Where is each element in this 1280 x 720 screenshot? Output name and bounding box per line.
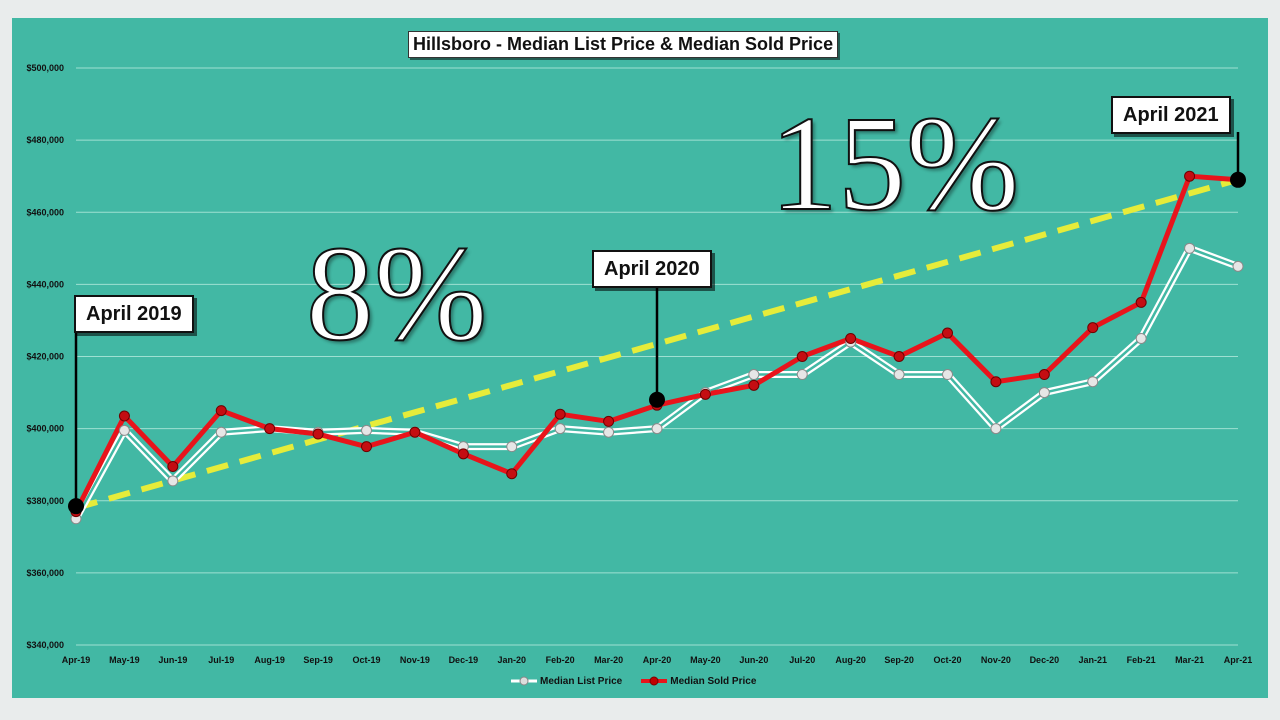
chart-legend: Median List Price Median Sold Price (510, 674, 774, 688)
point-sold-price (1184, 170, 1196, 182)
point-sold-price (312, 428, 324, 440)
x-tick-label: Mar-20 (594, 655, 623, 665)
point-list-price (506, 441, 518, 453)
x-tick-label: Oct-19 (352, 655, 380, 665)
point-list-price (796, 369, 808, 381)
callout-april-2020: April 2020 (592, 250, 712, 288)
callout-dot (649, 391, 665, 408)
y-tick-label: $400,000 (26, 424, 64, 434)
legend-swatch-list (511, 676, 537, 686)
point-list-price (361, 424, 372, 436)
x-tick-label: Aug-19 (254, 655, 285, 665)
point-list-price (1232, 260, 1244, 272)
y-tick-label: $500,000 (26, 63, 64, 73)
point-list-price (603, 426, 615, 438)
point-sold-price (264, 423, 276, 435)
point-list-price (167, 475, 179, 487)
legend-label-sold: Median Sold Price (670, 675, 757, 687)
x-tick-label: Jan-20 (497, 655, 526, 665)
legend-item-sold: Median Sold Price (640, 674, 756, 688)
y-tick-label: $460,000 (26, 207, 64, 217)
point-sold-price (554, 408, 566, 420)
y-tick-label: $360,000 (26, 568, 64, 578)
point-list-price (118, 424, 130, 436)
x-tick-label: Jan-21 (1078, 655, 1107, 665)
point-sold-price (990, 376, 1002, 388)
callout-dot (1230, 171, 1246, 188)
point-sold-price (748, 379, 760, 391)
x-tick-label: Sep-19 (303, 655, 333, 665)
legend-label-list: Median List Price (540, 675, 623, 687)
x-tick-label: Aug-20 (835, 655, 866, 665)
point-list-price (1038, 387, 1050, 399)
chart-title: Hillsboro - Median List Price & Median S… (408, 31, 839, 58)
point-sold-price (699, 388, 711, 400)
x-tick-label: Feb-21 (1127, 655, 1156, 665)
x-tick-label: Mar-21 (1175, 655, 1204, 665)
x-tick-label: Jun-19 (158, 655, 187, 665)
point-list-price (748, 369, 760, 381)
point-list-price (1087, 376, 1099, 388)
point-list-price (1184, 242, 1196, 254)
point-sold-price (409, 426, 421, 438)
point-sold-price (361, 441, 372, 453)
point-sold-price (1087, 322, 1099, 334)
point-sold-price (457, 448, 469, 460)
x-tick-label: Apr-21 (1224, 655, 1253, 665)
point-list-price (554, 423, 566, 435)
x-tick-label: Dec-20 (1030, 655, 1060, 665)
point-list-price (990, 423, 1002, 435)
legend-swatch-sold (641, 676, 668, 686)
percent-label-2020-2021: 15% (769, 89, 1020, 239)
point-list-price (1135, 332, 1147, 344)
y-tick-label: $380,000 (26, 496, 64, 506)
y-tick-label: $420,000 (26, 352, 64, 362)
point-sold-price (603, 415, 615, 427)
x-tick-label: Jun-20 (739, 655, 768, 665)
point-list-price (651, 423, 663, 435)
point-sold-price (942, 327, 953, 339)
point-list-price (893, 369, 905, 381)
point-list-price (215, 426, 227, 438)
point-sold-price (1135, 296, 1147, 308)
callout-april-2021: April 2021 (1111, 96, 1231, 134)
y-tick-label: $480,000 (26, 135, 64, 145)
point-list-price (942, 369, 953, 381)
x-tick-label: May-19 (109, 655, 140, 665)
legend-item-list: Median List Price (510, 674, 622, 688)
point-sold-price (506, 468, 518, 480)
y-tick-label: $340,000 (26, 640, 64, 650)
chart-background (12, 18, 1268, 698)
x-tick-label: Nov-19 (400, 655, 430, 665)
point-sold-price (893, 351, 905, 362)
x-tick-label: Nov-20 (981, 655, 1011, 665)
y-tick-label: $440,000 (26, 279, 64, 289)
x-tick-label: Jul-20 (789, 655, 815, 665)
x-tick-label: Jul-19 (208, 655, 234, 665)
callout-april-2019: April 2019 (74, 295, 194, 333)
x-tick-label: May-20 (690, 655, 721, 665)
percent-label-2019-2020: 8% (305, 219, 488, 369)
x-tick-label: Oct-20 (933, 655, 961, 665)
x-tick-label: Sep-20 (884, 655, 914, 665)
point-sold-price (796, 351, 808, 362)
x-tick-label: Dec-19 (449, 655, 479, 665)
point-sold-price (215, 405, 227, 417)
x-tick-label: Feb-20 (546, 655, 575, 665)
point-sold-price (1038, 369, 1050, 381)
point-sold-price (118, 410, 130, 422)
callout-dot (68, 498, 84, 515)
point-sold-price (845, 332, 857, 344)
x-tick-label: Apr-19 (62, 655, 91, 665)
x-tick-label: Apr-20 (643, 655, 672, 665)
trendline (75, 176, 1239, 511)
point-sold-price (167, 460, 179, 472)
